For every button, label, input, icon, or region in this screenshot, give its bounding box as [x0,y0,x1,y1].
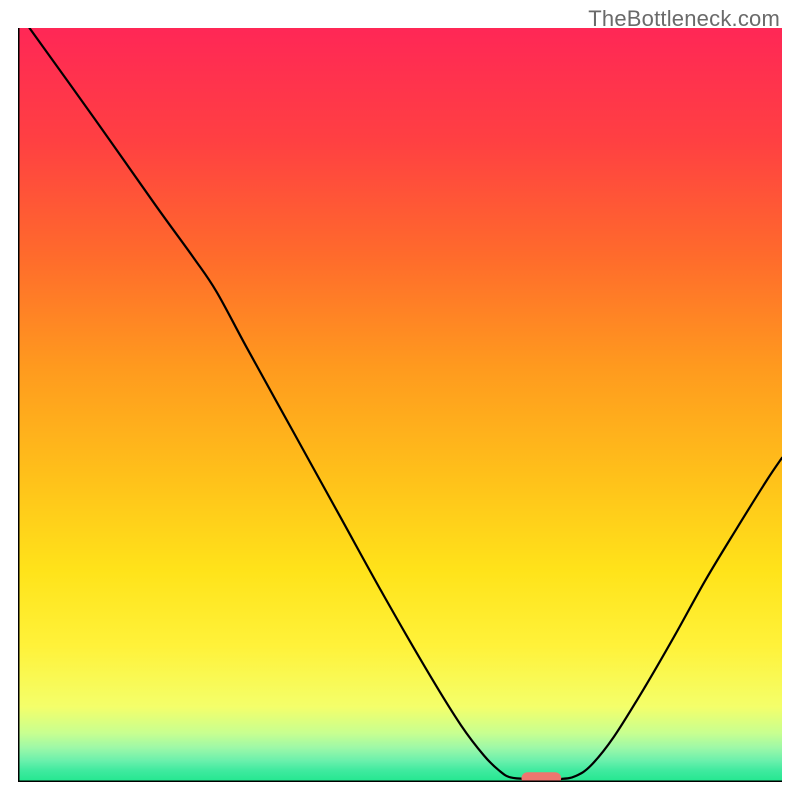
chart-background [18,28,782,782]
bottleneck-chart [18,28,782,782]
chart-svg [18,28,782,782]
